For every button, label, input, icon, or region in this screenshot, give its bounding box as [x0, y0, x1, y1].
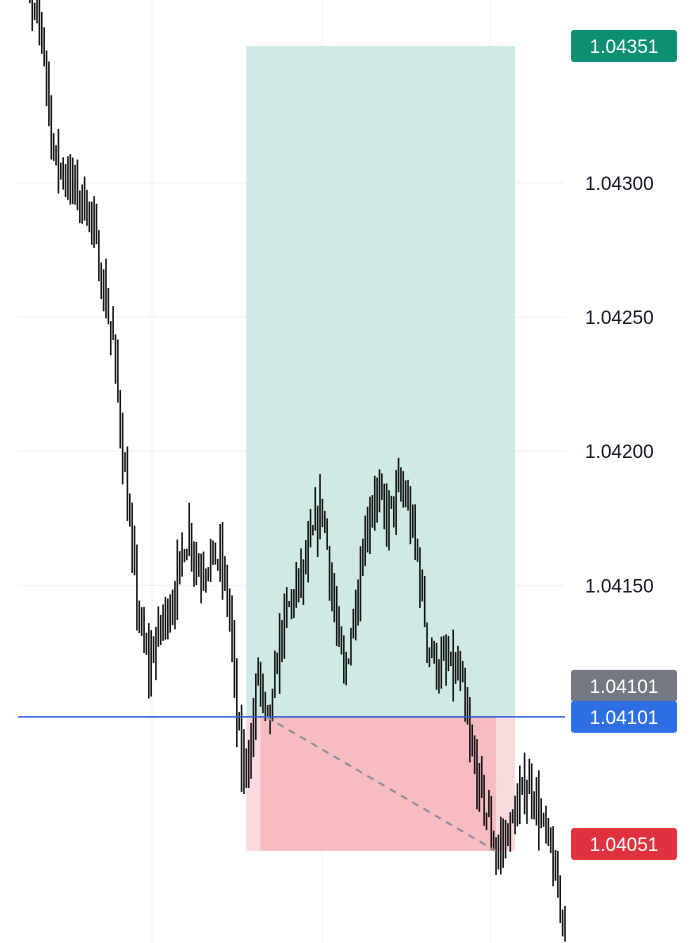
price-axis: 1.04300 1.04250 1.04200 1.04150 — [585, 174, 654, 597]
take-profit-badge-text: 1.04351 — [590, 37, 659, 58]
loss-zone-edge — [246, 716, 261, 851]
last-price-badge-text: 1.04101 — [590, 677, 659, 698]
stop-loss-badge-text: 1.04051 — [590, 835, 659, 856]
entry-price-badge-text: 1.04101 — [590, 708, 659, 729]
y-tick-label: 1.04200 — [585, 442, 654, 463]
price-bars — [29, 0, 566, 942]
y-tick-label: 1.04250 — [585, 308, 654, 329]
position-zones — [246, 46, 516, 851]
take-profit-badge — [571, 30, 677, 62]
entry-price-badge — [571, 700, 677, 733]
y-tick-label: 1.04150 — [585, 576, 654, 597]
last-price-badge — [571, 669, 677, 702]
position-overlays — [18, 715, 565, 852]
stop-loss-badge — [571, 828, 677, 860]
y-tick-label: 1.04300 — [585, 174, 654, 195]
price-badges: 1.04351 1.04101 1.04101 1.04051 — [571, 30, 677, 860]
trade-path-line — [265, 715, 497, 852]
